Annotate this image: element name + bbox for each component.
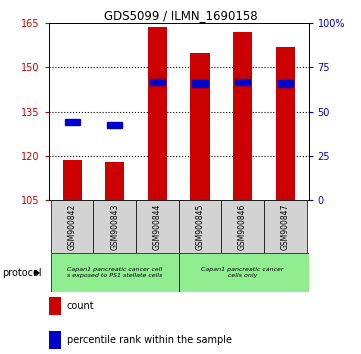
Text: Capan1 pancreatic cancer cell
s exposed to PS1 stellate cells: Capan1 pancreatic cancer cell s exposed … bbox=[67, 267, 162, 278]
Text: count: count bbox=[67, 301, 95, 311]
Bar bbox=[51, 200, 93, 253]
Bar bbox=[62, 160, 82, 200]
Bar bbox=[278, 80, 293, 87]
Text: GDS5099 / ILMN_1690158: GDS5099 / ILMN_1690158 bbox=[104, 9, 257, 22]
Text: GSM900847: GSM900847 bbox=[281, 203, 290, 250]
Bar bbox=[148, 27, 167, 200]
Text: GSM900842: GSM900842 bbox=[68, 204, 77, 250]
Bar bbox=[192, 80, 208, 87]
Bar bbox=[235, 79, 250, 85]
Bar bbox=[105, 162, 125, 200]
Text: GSM900846: GSM900846 bbox=[238, 203, 247, 250]
Bar bbox=[107, 121, 122, 128]
Bar bbox=[179, 253, 309, 292]
Text: percentile rank within the sample: percentile rank within the sample bbox=[67, 335, 232, 345]
Text: GSM900845: GSM900845 bbox=[196, 203, 204, 250]
Bar bbox=[136, 200, 179, 253]
Bar bbox=[264, 200, 306, 253]
Bar bbox=[179, 200, 221, 253]
Bar bbox=[233, 32, 252, 200]
Text: protocol: protocol bbox=[2, 268, 42, 278]
Bar bbox=[51, 253, 179, 292]
Text: GSM900843: GSM900843 bbox=[110, 203, 119, 250]
Bar bbox=[221, 200, 264, 253]
Text: GSM900844: GSM900844 bbox=[153, 203, 162, 250]
Text: Capan1 pancreatic cancer
cells only: Capan1 pancreatic cancer cells only bbox=[201, 267, 284, 278]
Bar bbox=[276, 47, 295, 200]
Bar bbox=[93, 200, 136, 253]
Bar bbox=[65, 119, 80, 125]
Bar bbox=[150, 79, 165, 85]
Text: ▶: ▶ bbox=[34, 268, 40, 277]
Bar bbox=[190, 52, 210, 200]
